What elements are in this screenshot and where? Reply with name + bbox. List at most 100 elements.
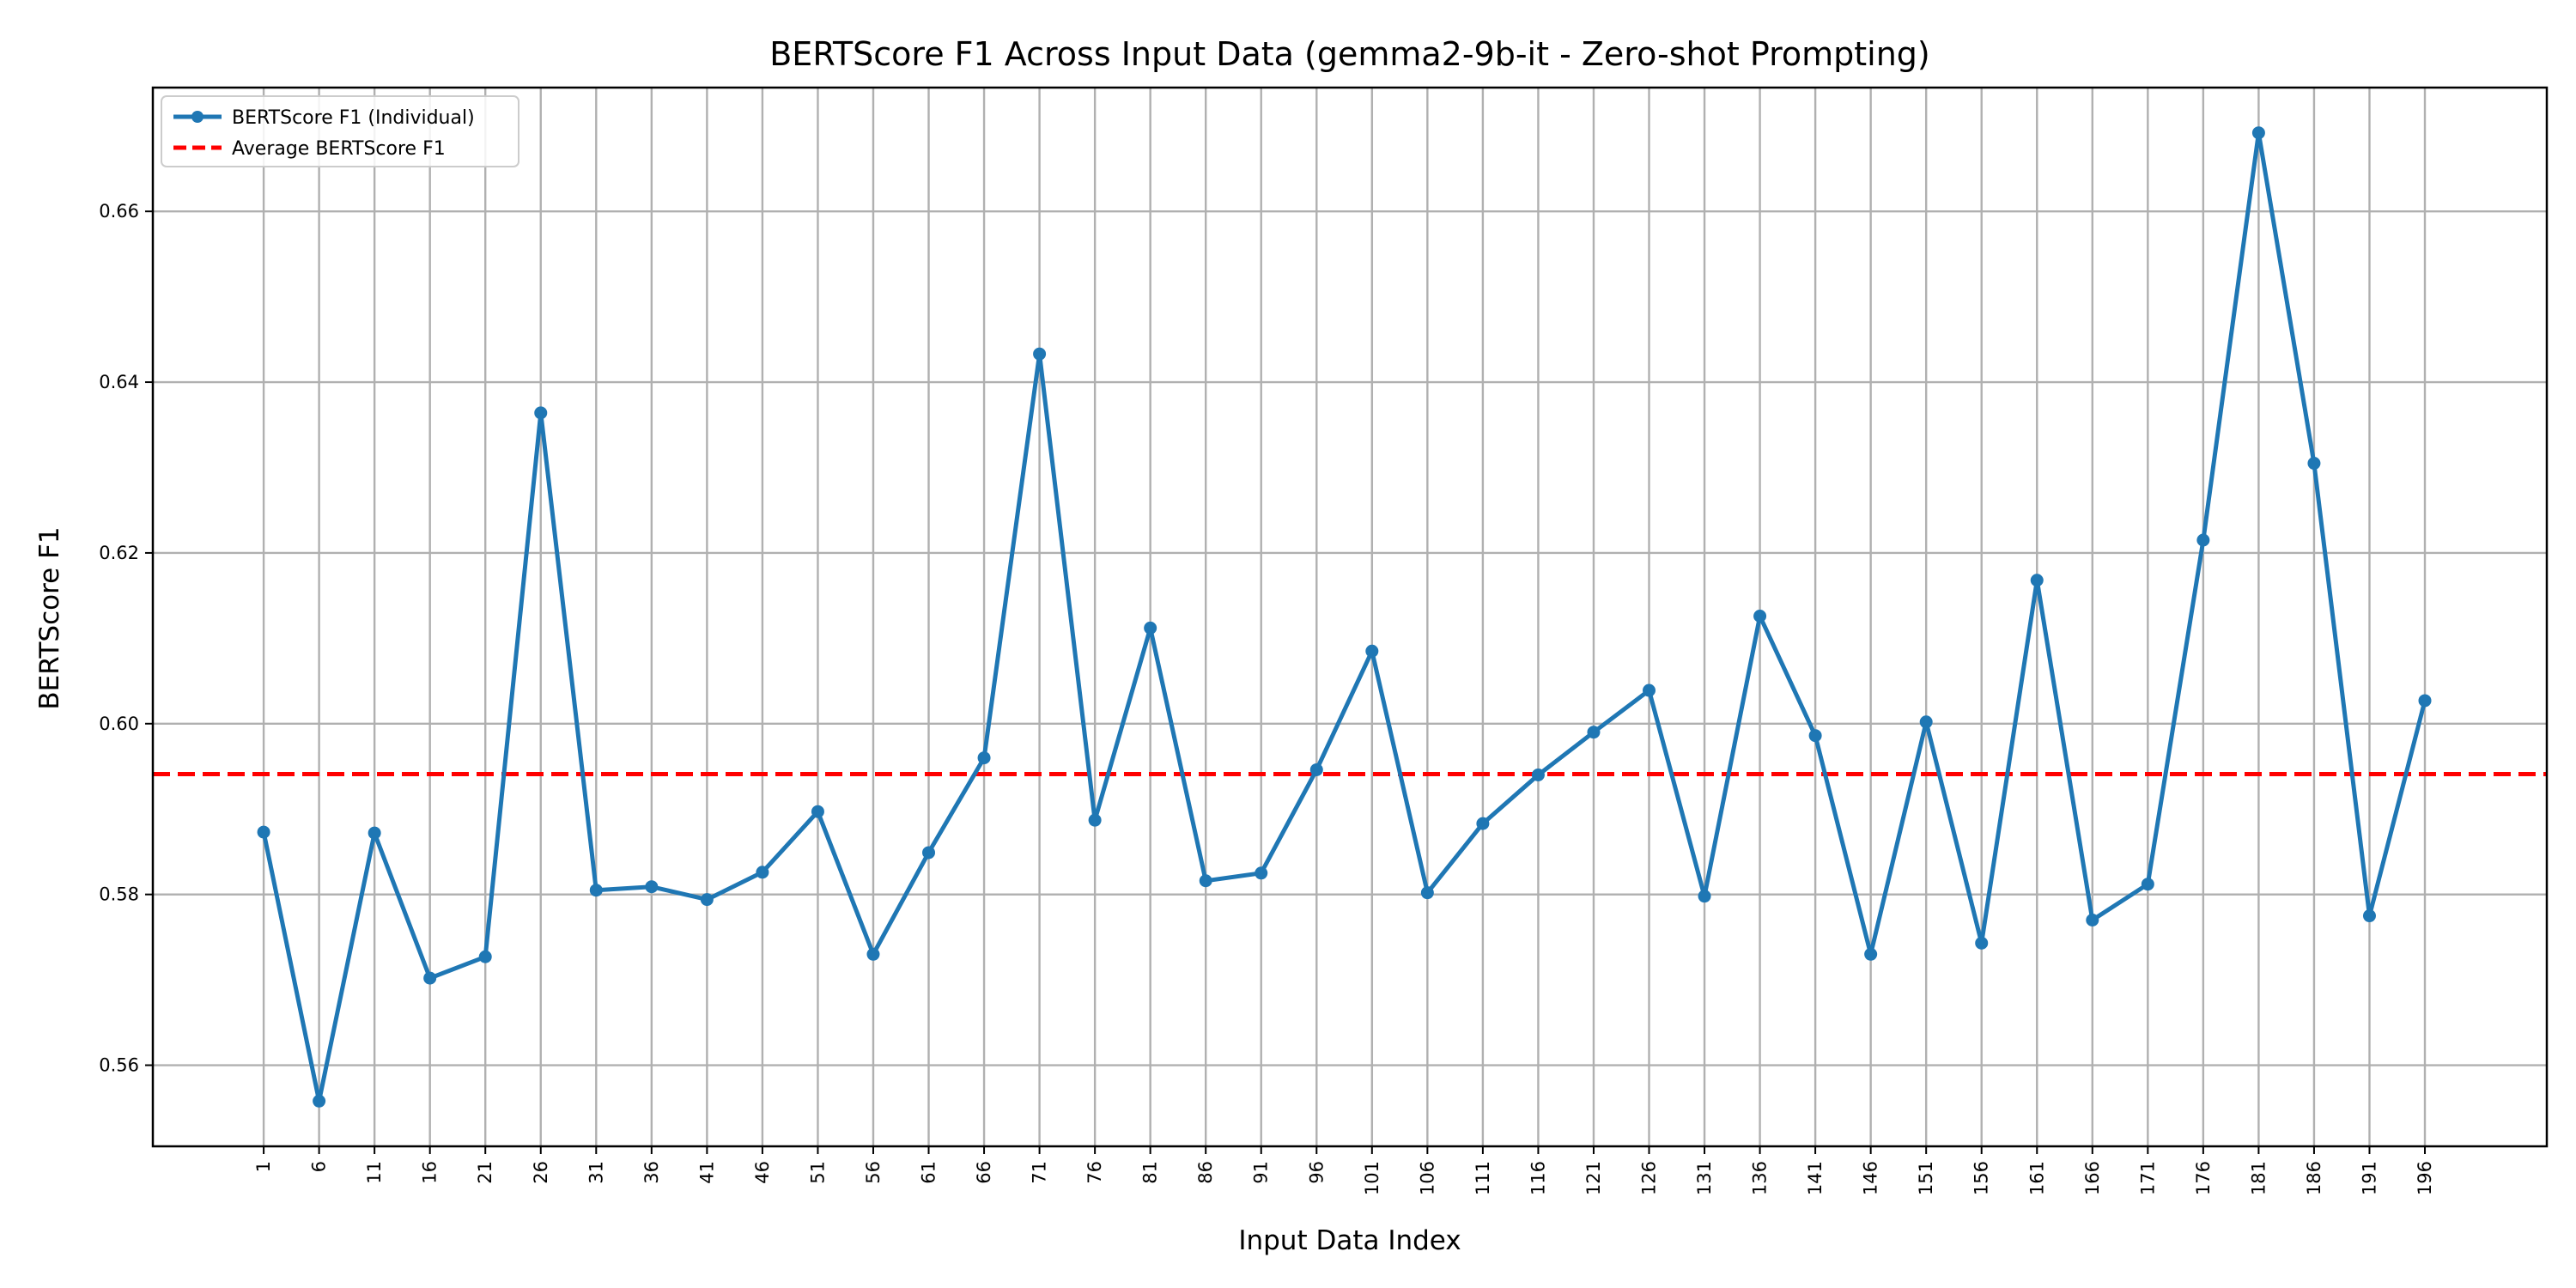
x-axis-label: Input Data Index (1238, 1225, 1461, 1256)
x-tick-label: 166 (2082, 1161, 2103, 1195)
data-point (1698, 890, 1711, 903)
data-point (2030, 574, 2044, 587)
x-tick-label: 131 (1694, 1161, 1715, 1195)
x-tick-label: 161 (2026, 1161, 2047, 1195)
data-point (977, 751, 991, 765)
x-tick-label: 176 (2193, 1161, 2214, 1195)
data-point (478, 950, 492, 963)
chart-title: BERTScore F1 Across Input Data (gemma2-9… (769, 35, 1930, 73)
data-point (645, 880, 659, 894)
data-point (1420, 886, 1434, 900)
x-tick-label: 71 (1030, 1161, 1050, 1184)
grid (153, 88, 2547, 1146)
x-tick-label: 96 (1306, 1161, 1327, 1184)
data-point (2362, 909, 2376, 923)
data-point (1975, 936, 1989, 950)
x-tick-label: 41 (696, 1161, 717, 1184)
data-point (1255, 866, 1268, 880)
legend: BERTScore F1 (Individual) Average BERTSc… (161, 95, 519, 167)
x-tick-label: 26 (531, 1161, 551, 1184)
x-tick-label: 146 (1861, 1161, 1881, 1195)
data-point (1199, 874, 1212, 888)
data-point (1587, 726, 1601, 739)
data-point (1864, 947, 1878, 961)
x-tick-label: 121 (1583, 1161, 1604, 1195)
x-tick-label: 181 (2248, 1161, 2269, 1195)
legend-marker-individual (191, 111, 204, 123)
x-tick-label: 116 (1528, 1161, 1548, 1195)
data-point (700, 893, 714, 907)
x-tick-label: 141 (1805, 1161, 1826, 1195)
data-point (2307, 457, 2321, 471)
data-point (2418, 694, 2432, 708)
data-point (2141, 878, 2154, 891)
x-tick-label: 126 (1639, 1161, 1660, 1195)
data-point (1919, 715, 1933, 729)
series-layer (257, 126, 2432, 1108)
data-point (756, 866, 769, 879)
x-tick-label: 156 (1971, 1161, 1992, 1195)
data-point (866, 947, 880, 961)
data-point (1033, 347, 1047, 361)
y-tick-label: 0.66 (99, 201, 139, 222)
y-tick-label: 0.62 (99, 543, 139, 563)
data-point (257, 825, 270, 839)
x-tick-label: 186 (2304, 1161, 2324, 1195)
data-point (2196, 533, 2210, 547)
y-tick-label: 0.64 (99, 372, 139, 392)
data-point (1643, 683, 1656, 697)
data-point (368, 826, 381, 840)
data-point (811, 805, 824, 818)
x-tick-label: 1 (253, 1161, 274, 1172)
legend-label-average: Average BERTScore F1 (232, 138, 446, 160)
data-point (589, 884, 603, 897)
x-tick-label: 76 (1084, 1161, 1105, 1184)
legend-label-individual: BERTScore F1 (Individual) (232, 107, 475, 129)
x-tick-label: 31 (586, 1161, 606, 1184)
data-point (313, 1094, 326, 1108)
x-tick-label: 106 (1417, 1161, 1437, 1195)
x-tick-label: 56 (863, 1161, 884, 1184)
data-point (423, 971, 437, 985)
x-tick-label: 46 (752, 1161, 773, 1184)
data-point (1476, 817, 1490, 830)
data-point (2086, 913, 2099, 927)
y-tick-label: 0.58 (99, 884, 139, 905)
y-tick-label: 0.60 (99, 714, 139, 734)
data-point (1144, 621, 1157, 635)
data-point (1309, 762, 1323, 776)
data-point (2251, 126, 2265, 140)
x-tick-label: 191 (2359, 1161, 2379, 1195)
x-tick-label: 81 (1140, 1161, 1161, 1184)
series-line-individual (261, 131, 2427, 1103)
x-tick-label: 91 (1251, 1161, 1272, 1184)
x-tick-label: 61 (919, 1161, 939, 1184)
data-point (1753, 610, 1767, 623)
data-point (534, 406, 548, 420)
x-tick-label: 101 (1362, 1161, 1382, 1195)
x-ticks: 1 6 11 16 21 26 31 36 41 46 51 56 61 66 71 76 81 86 91 96 10… (253, 1146, 2435, 1195)
y-axis-label: BERTScore F1 (34, 526, 65, 709)
x-tick-label: 21 (475, 1161, 495, 1184)
x-tick-label: 51 (807, 1161, 828, 1184)
x-tick-label: 36 (641, 1161, 662, 1184)
y-tick-label: 0.56 (99, 1055, 139, 1076)
x-tick-label: 16 (420, 1161, 440, 1184)
x-tick-label: 151 (1916, 1161, 1936, 1195)
data-point (1365, 644, 1379, 658)
x-tick-label: 66 (974, 1161, 994, 1184)
data-point (1808, 729, 1822, 743)
data-point (1088, 813, 1102, 827)
x-tick-label: 196 (2415, 1161, 2435, 1195)
x-tick-label: 136 (1750, 1161, 1771, 1195)
x-tick-label: 171 (2137, 1161, 2158, 1195)
plot-frame (151, 86, 2549, 1148)
data-point (922, 846, 936, 860)
legend-frame (161, 95, 519, 167)
x-tick-label: 11 (364, 1161, 385, 1184)
data-point (1531, 768, 1545, 781)
y-ticks: 0.56 0.58 0.60 0.62 0.64 0.66 (99, 201, 153, 1076)
x-tick-label: 6 (309, 1161, 330, 1172)
